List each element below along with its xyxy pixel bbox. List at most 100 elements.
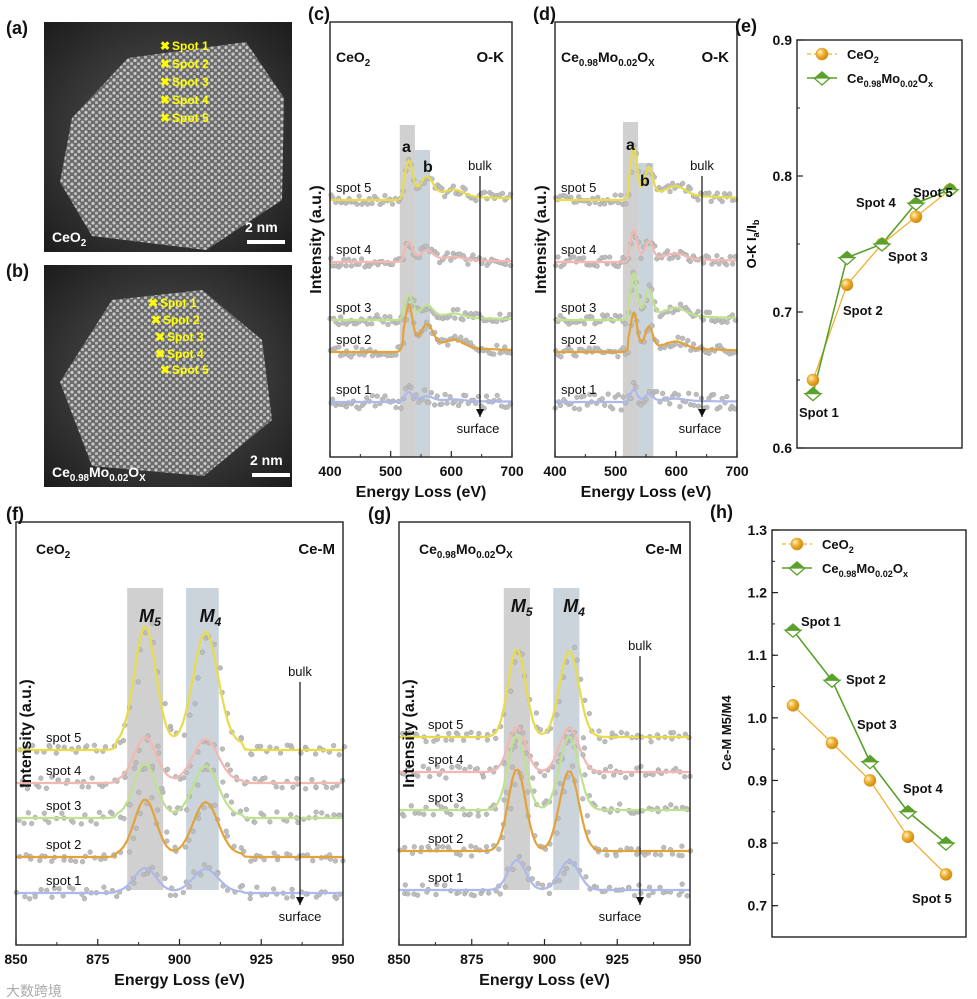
data-point <box>79 859 86 865</box>
data-point <box>617 313 623 319</box>
data-point <box>79 784 85 790</box>
data-point <box>480 774 487 780</box>
data-point <box>284 818 290 824</box>
data-point <box>89 775 95 781</box>
formula-part: O <box>495 541 506 557</box>
data-point <box>541 772 548 779</box>
data-point <box>460 317 466 323</box>
data-point <box>457 852 463 858</box>
data-point <box>21 820 27 826</box>
data-point <box>249 751 255 758</box>
data-point <box>408 803 414 809</box>
data-point <box>220 779 226 785</box>
spot-label: spot 1 <box>428 870 463 885</box>
data-point <box>248 858 254 864</box>
data-point <box>22 893 28 900</box>
data-point <box>474 766 480 772</box>
x-tick-label: 500 <box>604 463 628 479</box>
data-point <box>331 742 337 749</box>
data-point <box>688 347 694 353</box>
data-point <box>149 763 156 769</box>
spectrum-curve-spot-5 <box>16 626 343 752</box>
data-point <box>133 825 139 832</box>
data-point <box>422 387 428 393</box>
data-point <box>646 282 652 288</box>
data-point <box>691 402 697 408</box>
formula-part: Mo <box>856 561 875 576</box>
data-point <box>473 197 479 204</box>
data-point <box>533 710 540 716</box>
formula-part: X <box>648 58 655 69</box>
data-point <box>631 379 637 386</box>
x-tick-label: 900 <box>533 951 557 967</box>
data-point <box>428 390 435 396</box>
data-point <box>462 186 468 192</box>
arrow-head-icon <box>636 897 644 905</box>
formula-part: 0.02 <box>900 79 918 89</box>
data-point <box>46 819 52 826</box>
spot-label: spot 3 <box>46 798 81 813</box>
formula-part: CeO <box>336 49 365 65</box>
data-point <box>714 190 720 196</box>
data-point <box>497 311 503 317</box>
data-point <box>623 774 629 781</box>
data-point <box>615 263 621 270</box>
peak-label-a: a <box>626 137 635 154</box>
data-point <box>91 742 98 748</box>
data-point <box>723 262 730 268</box>
material-label: CeO2 <box>52 229 87 249</box>
data-point <box>133 760 139 766</box>
data-point <box>47 744 53 750</box>
data-point <box>677 301 684 307</box>
y-axis-label: Intensity (a.u.) <box>18 679 35 787</box>
spectrum-curve-spot-4 <box>399 726 690 774</box>
data-point <box>195 782 201 788</box>
data-point <box>273 784 279 790</box>
x-tick-label: 950 <box>678 951 702 967</box>
data-point <box>569 763 576 769</box>
data-point <box>219 746 226 752</box>
data-point <box>624 731 630 737</box>
scale-bar <box>247 240 285 244</box>
bulk-label: bulk <box>690 158 714 173</box>
data-point <box>483 844 490 850</box>
data-point <box>284 895 290 901</box>
data-point <box>675 254 681 261</box>
arrow-head-icon <box>476 409 484 417</box>
data-point <box>271 886 277 892</box>
point-label: Spot 5 <box>912 891 952 906</box>
formula-part: Ce <box>52 464 70 480</box>
subscript: 4 <box>577 605 585 619</box>
data-point <box>484 393 490 399</box>
data-point <box>332 858 339 864</box>
data-point <box>369 200 375 207</box>
data-point <box>633 384 639 390</box>
data-point <box>165 766 171 772</box>
y-axis-label: O-K Ia/Ib <box>744 219 761 268</box>
data-point <box>149 864 155 871</box>
panel-label: (f) <box>6 504 24 524</box>
data-point <box>496 846 502 852</box>
data-point <box>615 392 621 398</box>
data-point <box>491 351 497 357</box>
data-point <box>343 200 349 206</box>
data-point <box>596 728 602 734</box>
surface-label: surface <box>457 421 500 436</box>
peak-label-m4: M4 <box>563 596 585 619</box>
x-tick-label: 500 <box>379 463 403 479</box>
spectrum-curve-spot-3 <box>555 271 737 322</box>
spectrum-curve-spot-1 <box>330 390 512 404</box>
legend-marker-doped <box>812 71 832 86</box>
data-point <box>677 404 683 410</box>
data-point <box>561 870 567 876</box>
x-tick-label: 400 <box>318 463 342 479</box>
data-point <box>540 882 546 888</box>
spot-marker-icon: ✖ <box>151 313 161 327</box>
data-point <box>556 877 562 884</box>
data-point <box>24 786 31 792</box>
data-point <box>434 881 440 888</box>
data-point <box>186 883 193 890</box>
data-point <box>724 319 730 325</box>
data-point <box>601 201 608 207</box>
data-point <box>470 252 476 258</box>
